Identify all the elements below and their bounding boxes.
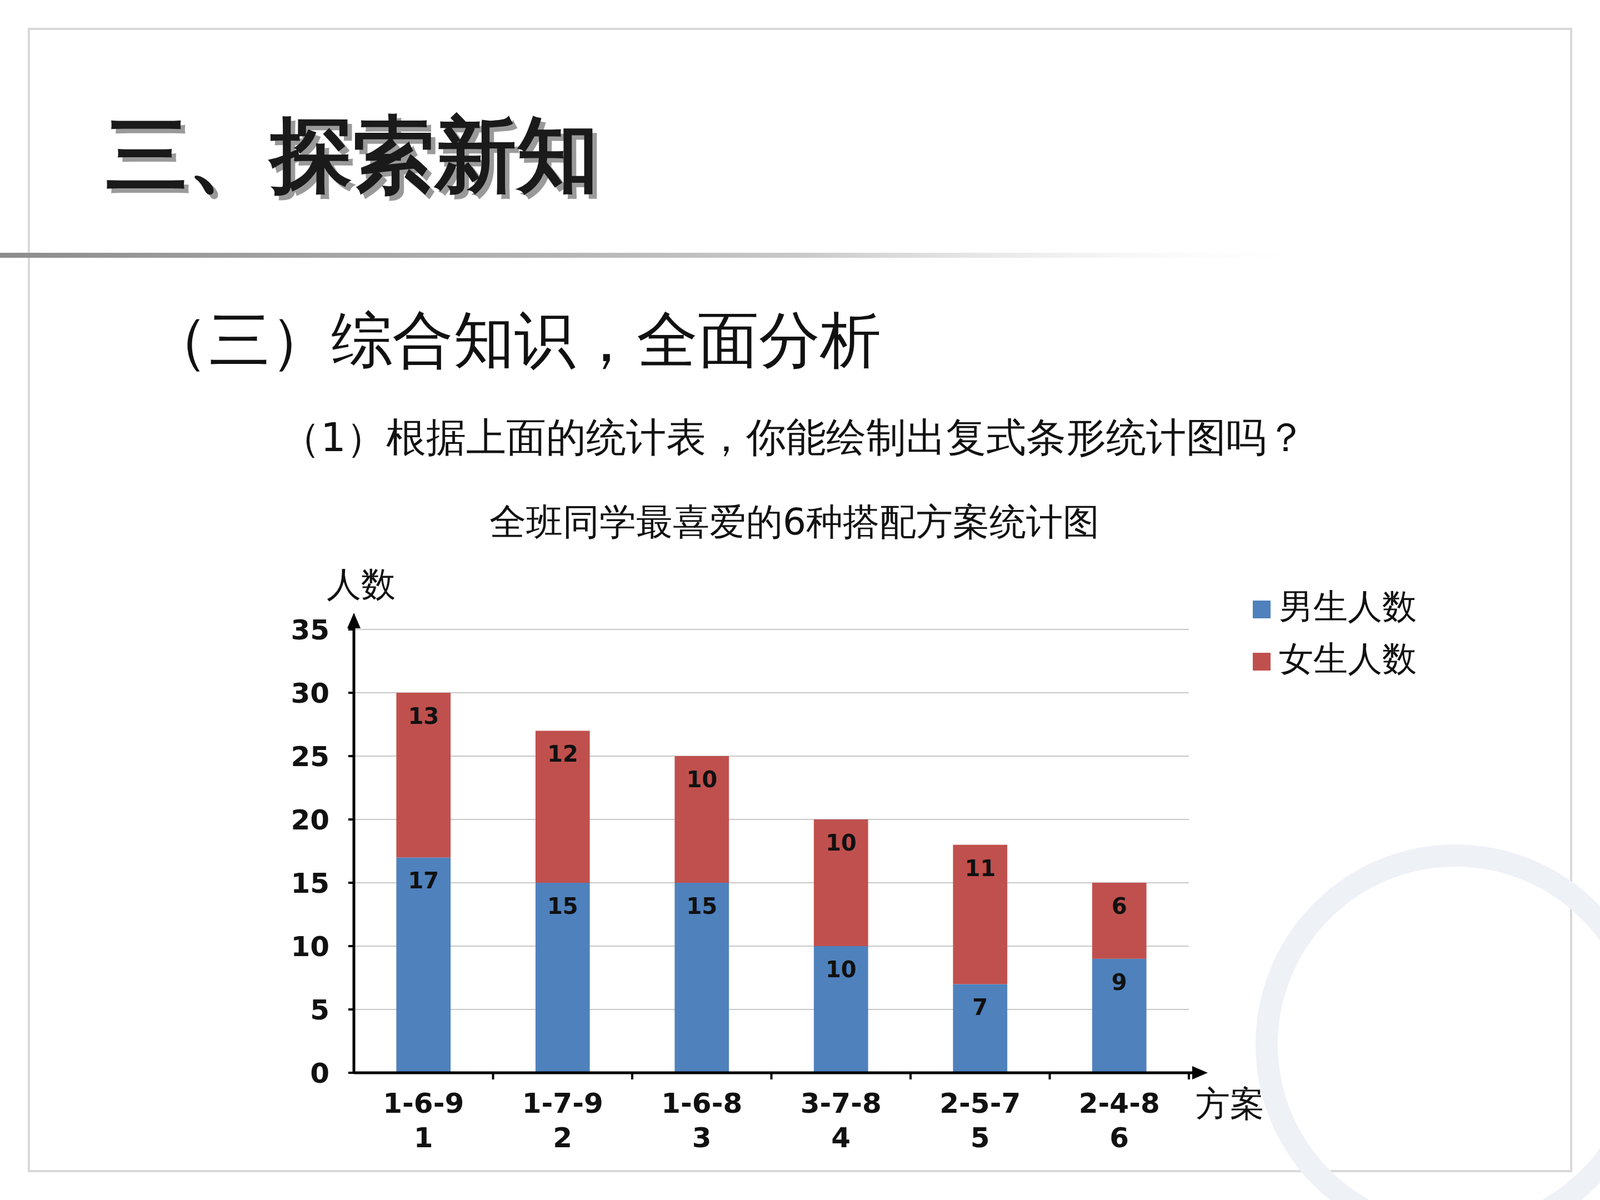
x-tick-label: 1-6-83: [661, 1087, 743, 1154]
x-tick-line: 1-7-9: [522, 1087, 604, 1120]
data-label: 6: [1111, 893, 1128, 919]
legend-label: 女生人数: [1278, 638, 1417, 679]
bar-segment: [952, 845, 1008, 985]
data-label: 9: [1111, 969, 1128, 995]
x-axis-title: 方案: [1195, 1083, 1265, 1124]
grid-line: [353, 755, 1189, 757]
bar-segment: [396, 857, 451, 1073]
slide: 三、探索新知三、探索新知（三）综合知识，全面分析（1）根据上面的统计表，你能绘制…: [0, 0, 1600, 1200]
data-label: 13: [407, 703, 439, 729]
x-tick-line: 1-6-9: [382, 1087, 464, 1120]
data-label: 15: [686, 893, 718, 919]
x-tick-line: 2: [552, 1121, 573, 1154]
bar-segment: [396, 692, 451, 858]
bar-segment: [813, 819, 869, 947]
legend-swatch: [1252, 652, 1271, 671]
y-axis-title: 人数: [326, 563, 396, 605]
data-label: 10: [686, 766, 718, 793]
bar-segment: [1092, 958, 1147, 1073]
grid-line: [353, 692, 1189, 694]
x-tick-line: 2-4-8: [1078, 1087, 1160, 1120]
x-tick-line: 3-7-8: [800, 1087, 882, 1120]
bar-segment: [674, 882, 729, 1073]
x-tick-line: 1-6-8: [661, 1087, 743, 1120]
x-tick-line: 5: [970, 1121, 990, 1154]
y-tick-label: 10: [290, 930, 330, 963]
bar-segment: [813, 946, 869, 1073]
data-label: 7: [972, 994, 988, 1020]
y-tick-label: 30: [290, 677, 330, 710]
data-labels: 17 13 15 12 15 10 10 10 7 11 9 6: [407, 703, 1127, 1020]
bar-segment: [535, 730, 590, 883]
data-label: 12: [547, 741, 579, 767]
grid-line: [353, 1008, 1189, 1010]
x-tick-label: 1-6-91: [382, 1087, 464, 1154]
x-axis: [353, 1071, 1203, 1075]
x-tick-line: 3: [692, 1121, 712, 1154]
x-tick-label: 3-7-84: [800, 1087, 882, 1154]
x-axis-arrow: [1192, 1066, 1208, 1080]
y-tick-label: 20: [290, 803, 330, 837]
data-label: 10: [825, 956, 857, 983]
legend-swatch: [1252, 600, 1271, 619]
grid-line: [353, 882, 1189, 884]
data-label: 10: [825, 830, 857, 856]
header-rule: [0, 252, 1334, 258]
data-label: 11: [964, 855, 996, 882]
y-tick-label: 0: [310, 1057, 330, 1090]
y-tick-label: 5: [310, 993, 330, 1027]
data-label: 17: [407, 867, 439, 894]
x-tick-line: 2-5-7: [939, 1087, 1021, 1120]
legend-label: 男生人数: [1278, 586, 1417, 627]
x-tick-label: 2-4-86: [1078, 1087, 1160, 1154]
bar-segment: [674, 756, 729, 883]
y-axis-arrow: [347, 612, 361, 629]
chart-title: 全班同学最喜爱的6种搭配方案统计图: [489, 500, 1100, 544]
section-title: 三、探索新知: [105, 107, 599, 203]
y-tick-label: 35: [290, 613, 330, 647]
y-axis: [352, 618, 356, 1073]
x-tick-line: 1: [413, 1121, 434, 1154]
bars: [396, 692, 1147, 1073]
subtitle: （三）综合知识，全面分析: [147, 304, 882, 376]
y-tick-label: 25: [290, 740, 330, 773]
bar-segment: [535, 882, 590, 1073]
x-tick-label: 1-7-92: [522, 1087, 604, 1154]
grid-line: [353, 818, 1189, 820]
y-tick-label: 15: [290, 867, 330, 900]
x-tick-label: 2-5-75: [939, 1087, 1021, 1154]
bar-segment: [952, 983, 1008, 1073]
bar-segment: [1092, 882, 1147, 959]
x-tick-line: 6: [1109, 1121, 1129, 1154]
question: （1）根据上面的统计表，你能绘制出复式条形统计图吗？: [280, 413, 1307, 461]
grid-line: [353, 628, 1189, 630]
grid-line: [353, 945, 1189, 947]
x-tick-line: 4: [831, 1121, 851, 1154]
slide-frame: [28, 28, 1572, 1172]
watermark: [1266, 855, 1600, 1200]
data-label: 15: [547, 893, 579, 919]
